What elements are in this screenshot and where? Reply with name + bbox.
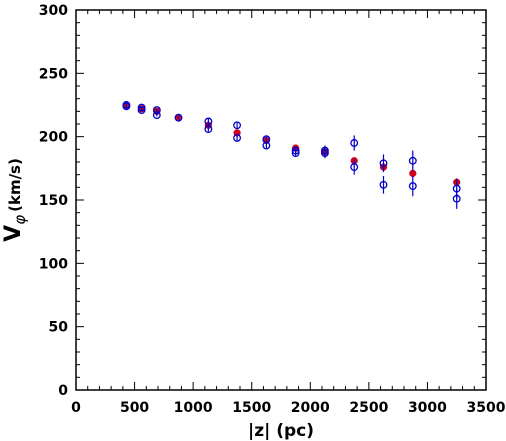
x-tick-label: 3500 (467, 400, 506, 416)
open-data-point (291, 149, 300, 158)
x-tick-label: 500 (120, 400, 149, 416)
open-data-point (379, 159, 388, 168)
open-data-point (204, 117, 213, 126)
y-tick-label: 0 (58, 383, 68, 399)
x-tick-label: 0 (71, 400, 81, 416)
plot-frame (75, 9, 487, 391)
open-data-point (262, 141, 271, 150)
y-tick-label: 200 (39, 130, 68, 146)
open-data-point (137, 106, 146, 115)
x-tick-label: 1000 (174, 400, 213, 416)
x-tick-label: 2500 (349, 400, 388, 416)
y-tick-label: 150 (39, 193, 68, 209)
open-data-point (233, 133, 242, 142)
open-data-point (204, 125, 213, 134)
open-data-point (152, 106, 161, 115)
open-data-point (452, 194, 461, 203)
y-axis-label-unit: (km/s) (6, 158, 24, 212)
data-points (122, 101, 461, 209)
y-axis-label-sub: φ (11, 215, 29, 225)
filled-data-point (409, 169, 417, 178)
y-axis-label-main: V (1, 225, 26, 242)
open-data-point (408, 182, 417, 191)
y-tick-label: 100 (39, 256, 68, 272)
x-tick-label: 3000 (408, 400, 447, 416)
x-tick-label: 2000 (291, 400, 330, 416)
open-data-point (350, 139, 359, 147)
open-data-point (152, 111, 161, 120)
axis-ticks (75, 9, 487, 391)
open-data-point (350, 163, 359, 172)
axis-tick-labels: 0 500 1000 1500 2000 2500 3000 3500 0 50 100 150 200… (39, 3, 506, 416)
x-axis-label: |z| (pc) (248, 421, 314, 441)
y-tick-label: 50 (49, 320, 69, 336)
open-data-point (233, 121, 242, 130)
open-data-point (320, 149, 329, 158)
y-axis-label: Vφ (km/s) (1, 158, 29, 242)
y-tick-label: 300 (39, 3, 68, 19)
open-data-point (174, 113, 183, 122)
x-tick-label: 1500 (232, 400, 271, 416)
y-tick-label: 250 (39, 66, 68, 82)
open-data-point (379, 180, 388, 189)
open-data-point (408, 156, 417, 165)
open-data-point (122, 102, 131, 111)
